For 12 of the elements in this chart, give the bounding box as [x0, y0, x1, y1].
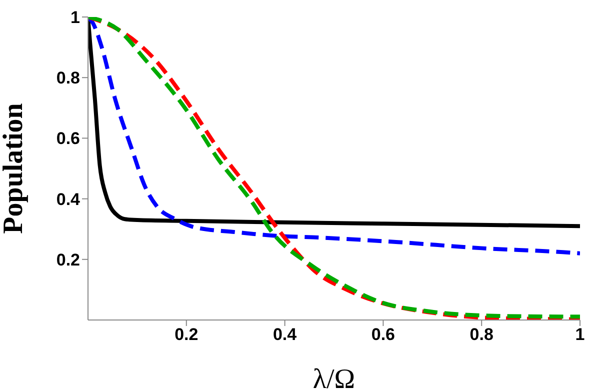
y-axis-title: Population	[0, 102, 29, 234]
x-tick-label: 1	[575, 325, 585, 344]
y-tick-label: 0.4	[56, 190, 81, 209]
x-tick-label: 0.4	[272, 325, 298, 344]
x-tick-label: 0.8	[470, 325, 494, 344]
y-tick-label: 0.8	[56, 68, 80, 88]
x-axis-title: λ/Ω	[312, 364, 356, 392]
y-tick-label: 1	[70, 8, 80, 28]
y-tick-label: 0.6	[56, 129, 80, 148]
x-tick-label: 0.2	[174, 325, 198, 344]
y-tick-label: 0.2	[56, 250, 80, 270]
x-tick-label: 0.6	[371, 325, 396, 344]
